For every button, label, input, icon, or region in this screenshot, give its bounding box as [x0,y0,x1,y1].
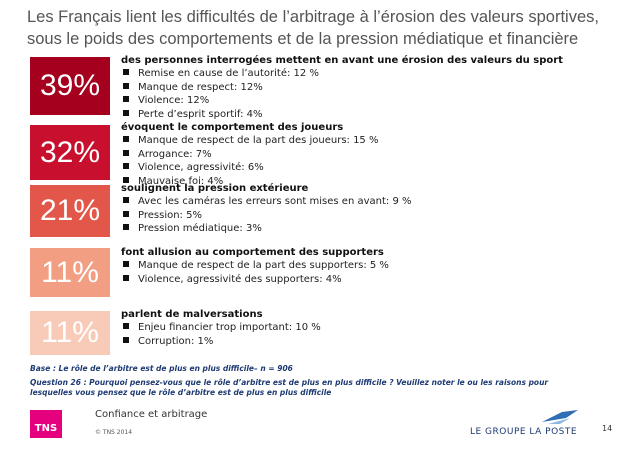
page-number: 14 [602,424,613,433]
block-heading: des personnes interrogées mettent en ava… [121,55,563,66]
block-heading: évoquent le comportement des joueurs [121,122,344,133]
bullet-item: Remise en cause de l’autorité: 12 % [123,68,319,79]
block-heading: parlent de malversations [121,309,263,320]
bullet-item: Pression médiatique: 3% [123,223,262,234]
partner-icon [542,410,578,424]
bullet-item: Violence, agressivité: 6% [123,162,264,173]
bullet-item: Pression: 5% [123,210,202,221]
bullet-item: Manque de respect de la part des support… [123,260,389,271]
block-heading: soulignent la pression extérieure [121,183,309,194]
bullet-item: Manque de respect: 12% [123,82,263,93]
bullet-item: Violence, agressivité des supporters: 4% [123,274,342,285]
bullet-item: Corruption: 1% [123,336,213,347]
question-note: Question 26 : Pourquoi pensez-vous que l… [30,378,549,397]
bullet-item: Avec les caméras les erreurs sont mises … [123,196,412,207]
bullet-item: Manque de respect de la part des joueurs… [123,135,378,146]
footer-subject: Confiance et arbitrage [95,409,208,420]
logo-text: TNS [34,423,58,434]
base-note: Base : Le rôle de l’arbitre est de plus … [30,364,293,373]
percent-box: 32% [30,125,110,180]
bullet-item: Arrogance: 7% [123,149,212,160]
bullet-item: Mauvaise foi: 4% [123,176,223,187]
percent-box: 21% [30,185,110,237]
partner: LE GROUPE LA POSTE [470,427,578,437]
percent-box: 11% [30,311,110,355]
bullet-item: Perte d’esprit sportif: 4% [123,109,262,120]
title-line: Les Français lient les difficultés de l’… [27,8,599,26]
copyright: © TNS 2014 [95,429,133,436]
percent-box: 39% [30,57,110,115]
tns-logo: TNS [30,410,62,438]
percent-box: 11% [30,248,110,297]
bullet-item: Violence: 12% [123,95,209,106]
title-line: sous le poids des comportements et de la… [27,30,579,48]
block-heading: font allusion au comportement des suppor… [121,247,384,258]
bullet-item: Enjeu financier trop important: 10 % [123,322,321,333]
